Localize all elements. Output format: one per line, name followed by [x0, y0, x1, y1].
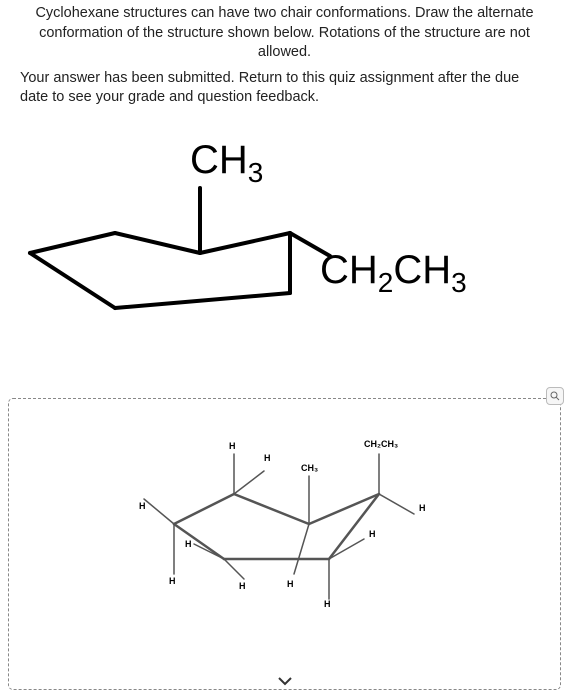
prompt-structure: CH3 CH2CH3 — [0, 138, 569, 358]
svg-text:CH₃: CH₃ — [301, 463, 318, 473]
cyclohexane-prompt-svg — [0, 138, 569, 358]
submission-feedback: Your answer has been submitted. Return t… — [20, 69, 549, 108]
label-ch3: CH3 — [190, 138, 263, 189]
chevron-down-icon — [277, 676, 293, 686]
expand-button[interactable] — [275, 673, 295, 689]
svg-text:H: H — [169, 576, 176, 586]
answer-canvas[interactable]: H H H H CH₃ H CH₂CH₃ H H H H H — [8, 398, 561, 690]
cyclohexane-answer-svg: H H H H CH₃ H CH₂CH₃ H H H H H — [9, 399, 562, 669]
svg-text:H: H — [287, 579, 294, 589]
question-block: Cyclohexane structures can have two chai… — [0, 0, 569, 108]
svg-text:H: H — [239, 581, 246, 591]
svg-text:CH₂CH₃: CH₂CH₃ — [364, 439, 398, 449]
magnify-icon — [550, 391, 560, 401]
svg-text:H: H — [264, 453, 271, 463]
svg-text:H: H — [185, 539, 192, 549]
question-prompt: Cyclohexane structures can have two chai… — [20, 4, 549, 63]
svg-text:H: H — [324, 599, 331, 609]
svg-text:H: H — [419, 503, 426, 513]
label-ch2ch3: CH2CH3 — [320, 248, 467, 299]
svg-text:H: H — [229, 441, 236, 451]
zoom-button[interactable] — [546, 387, 564, 405]
svg-text:H: H — [139, 501, 146, 511]
svg-text:H: H — [369, 529, 376, 539]
